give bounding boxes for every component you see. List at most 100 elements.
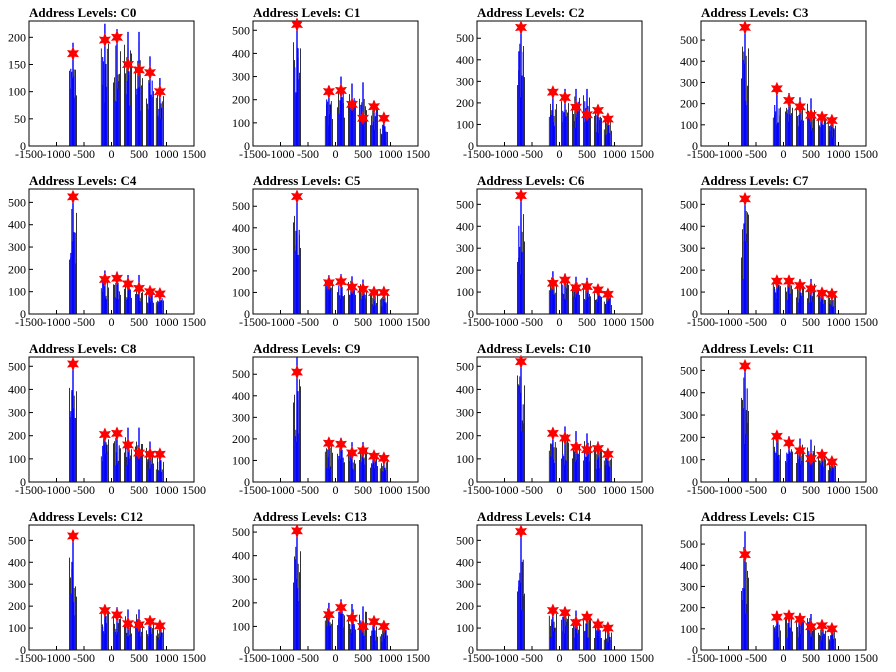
y-tick-label: 400 [680,219,698,233]
x-tick-label: 1500 [406,651,430,665]
peak-marker [132,62,146,78]
y-tick-label: 300 [8,406,26,420]
peak-marker [770,610,784,625]
y-tick-label: 200 [232,264,250,278]
peak-marker [345,611,359,626]
peak-marker [110,426,124,441]
peak-marker [121,437,135,453]
histogram-chart: Address Levels: C40100200300400500-1500-… [8,173,206,329]
x-tick-label: 1500 [406,315,430,329]
y-tick-label: 0 [20,475,26,489]
x-tick-label: -1500 [239,147,267,161]
x-tick-label: -500 [297,651,319,665]
peak-marker [569,280,583,295]
peak-marker [356,111,370,126]
x-tick-label: -1500 [15,651,43,665]
peak-marker [290,523,304,539]
x-tick-label: -1000 [715,315,743,329]
histogram-chart: Address Levels: C70100200300400500-1500-… [680,173,878,329]
y-tick-label: 150 [8,57,26,71]
y-tick-label: 0 [244,139,250,153]
x-tick-label: 1000 [827,651,851,665]
y-tick-label: 300 [8,577,26,591]
peak-marker [121,57,135,72]
peak-marker [66,46,80,61]
x-tick-label: 0 [557,147,563,161]
peak-marker [558,430,572,446]
x-tick-label: 1000 [827,483,851,497]
y-tick-label: 0 [468,139,474,153]
x-tick-label: 500 [802,651,820,665]
y-tick-label: 500 [8,533,26,547]
y-tick-label: 200 [8,30,26,44]
x-tick-label: -1000 [43,315,71,329]
x-tick-label: 1000 [827,147,851,161]
x-tick-label: 500 [802,147,820,161]
peak-marker [345,279,359,295]
histogram-chart: Address Levels: C90100200300400500-1500-… [232,341,430,497]
x-tick-label: 0 [781,315,787,329]
y-tick-label: 400 [232,221,250,235]
y-tick-label: 0 [692,307,698,321]
y-tick-label: 200 [8,429,26,443]
x-tick-label: -1000 [43,651,71,665]
histogram-chart: Address Levels: C60100200300400500-1500-… [456,173,654,329]
peak-marker [546,84,560,100]
peak-marker [782,93,796,108]
x-tick-label: 500 [130,147,148,161]
y-tick-label: 500 [456,197,474,211]
y-tick-label: 100 [232,453,250,467]
peak-marker [770,81,784,96]
x-tick-label: 1000 [379,315,403,329]
peak-marker [334,437,348,452]
peak-marker [110,271,124,286]
peak-marker [591,441,605,456]
x-tick-label: 1000 [603,315,627,329]
x-tick-label: -1000 [267,651,295,665]
x-tick-label: -1500 [687,147,715,161]
peak-marker [601,287,615,302]
y-tick-label: 200 [232,93,250,107]
x-tick-label: -1500 [463,651,491,665]
peak-marker [322,436,336,451]
histogram-panel: Address Levels: C9 0 100 200 300 400 500 -1500-… [224,336,448,504]
histogram-chart: Address Levels: C12 0 100 200 300 400 500 -1500… [8,509,206,665]
y-tick-label: 200 [456,263,474,277]
x-tick-label: 1500 [854,483,878,497]
peak-marker [793,443,807,458]
peak-marker [815,448,829,463]
peak-marker [546,603,560,618]
peak-marker [153,84,167,99]
peak-marker [98,427,112,442]
histogram-chart: Address Levels: C10100200300400500-1500-… [232,5,430,161]
x-tick-label: 1500 [854,147,878,161]
x-tick-label: -1500 [463,483,491,497]
peak-marker [569,615,583,630]
x-tick-label: 0 [781,483,787,497]
y-tick-label: 400 [680,558,698,572]
x-tick-label: -1000 [267,483,295,497]
x-tick-label: 1000 [155,147,179,161]
peak-marker [345,97,359,112]
plot-frame [28,188,195,315]
x-tick-label: 1000 [379,147,403,161]
y-tick-label: 100 [232,619,250,633]
x-tick-label: 0 [109,651,115,665]
histogram-chart: Address Levels: C80100200300400500-1500-… [8,341,206,497]
plot-frame [476,524,643,651]
peak-marker [290,189,304,204]
x-tick-label: 1000 [155,651,179,665]
x-tick-label: -500 [745,315,767,329]
x-tick-label: 1500 [406,483,430,497]
plot-frame [252,524,419,651]
peak-marker [377,619,391,634]
y-tick-label: 400 [8,555,26,569]
peak-marker [121,276,135,292]
x-tick-label: 1500 [630,147,654,161]
histogram-panel: Address Levels: C15 0 100 200 300 400 500 -1500… [672,504,896,672]
y-tick-label: 400 [8,218,26,232]
y-tick-label: 500 [232,23,250,37]
x-tick-label: 1000 [827,315,851,329]
peak-marker [825,621,839,636]
y-tick-label: 200 [680,430,698,444]
